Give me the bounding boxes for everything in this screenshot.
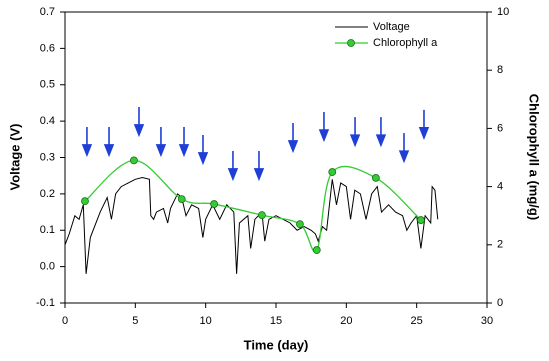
y2-tick-label: 8: [497, 64, 503, 76]
y2-tick-label: 6: [497, 122, 503, 134]
x-tick-label: 25: [411, 315, 423, 327]
y-tick-label: 0.1: [40, 224, 55, 236]
arrow: [349, 117, 361, 148]
series-marker: [130, 156, 138, 165]
series-marker: [177, 195, 186, 204]
series-marker: [371, 173, 380, 182]
series-marker: [210, 200, 219, 208]
y-axis-label: Voltage (V): [7, 124, 22, 191]
y-tick-label: 0.7: [40, 6, 55, 18]
arrow: [318, 112, 330, 143]
series-marker: [328, 168, 337, 176]
series-marker: [296, 220, 304, 229]
y2-tick-label: 0: [497, 297, 503, 309]
arrow: [398, 133, 410, 164]
series-marker: [81, 197, 89, 206]
y-tick-label: 0.2: [40, 188, 55, 200]
series-line: [84, 159, 422, 253]
series-marker: [258, 211, 266, 220]
y2-tick-label: 2: [497, 239, 503, 251]
x-tick-label: 30: [481, 315, 493, 327]
x-axis-label: Time (day): [244, 337, 309, 352]
y-tick-label: 0.3: [40, 151, 55, 163]
arrow: [287, 122, 299, 154]
y-tick-label: -0.1: [36, 297, 55, 309]
y2-tick-label: 10: [497, 6, 509, 18]
series-marker: [416, 216, 425, 224]
x-tick-label: 5: [132, 315, 138, 327]
legend-label: Voltage: [373, 21, 410, 33]
x-tick-label: 10: [200, 315, 212, 327]
x-tick-label: 15: [270, 315, 282, 327]
arrow: [133, 106, 145, 138]
y-tick-label: 0.0: [40, 261, 55, 273]
arrow: [178, 126, 190, 158]
arrow: [418, 109, 430, 141]
arrow: [227, 150, 239, 182]
y2-tick-label: 4: [497, 181, 503, 193]
arrow: [155, 126, 167, 158]
arrow: [375, 117, 387, 148]
plot-frame: [64, 11, 488, 304]
legend-label: Chlorophyll a: [373, 37, 438, 49]
series-line: [64, 176, 439, 274]
series-marker: [312, 246, 321, 254]
y-tick-label: 0.5: [40, 79, 55, 91]
arrow: [103, 126, 115, 158]
arrow: [81, 126, 93, 158]
x-tick-label: 0: [62, 315, 68, 327]
y-tick-label: 0.4: [40, 115, 55, 127]
arrow: [197, 134, 209, 166]
y2-axis-label: Chlorophyll a (mg/g): [527, 94, 542, 220]
legend-marker: [347, 39, 355, 47]
x-tick-label: 20: [340, 315, 352, 327]
y-tick-label: 0.6: [40, 42, 55, 54]
arrow: [253, 150, 265, 182]
